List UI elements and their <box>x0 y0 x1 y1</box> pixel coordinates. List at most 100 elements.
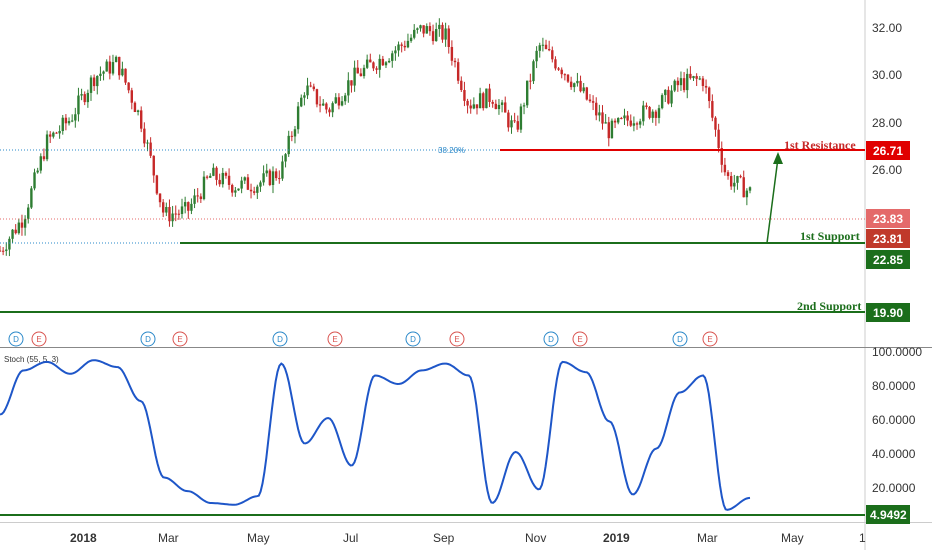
candle-body <box>353 67 356 86</box>
candle-body <box>350 80 353 86</box>
candle-body <box>281 161 284 179</box>
dividend-event-marker[interactable] <box>140 331 156 347</box>
candle-body <box>406 40 410 48</box>
candle-body <box>686 73 689 91</box>
last-price-badge-label: 23.83 <box>873 212 903 226</box>
dividend-event-marker[interactable] <box>672 331 688 347</box>
candle-body <box>729 176 733 187</box>
candle-body <box>187 202 190 211</box>
earnings-event-marker[interactable] <box>449 331 465 347</box>
candle-body <box>246 177 250 190</box>
candle-body <box>413 29 416 38</box>
candle-body <box>14 229 17 234</box>
candle-body <box>507 112 510 128</box>
time-axis[interactable]: 2018 Mar May Jul Sep Nov 2019 Mar May 1 <box>70 531 866 545</box>
dividend-event-marker[interactable] <box>543 331 559 347</box>
candle-body <box>485 88 488 109</box>
candle-body <box>240 180 243 189</box>
candle-body <box>114 56 118 63</box>
stoch-tick: 60.0000 <box>872 413 916 427</box>
candle-body <box>582 87 585 92</box>
candle-body <box>529 80 532 82</box>
candle-body <box>86 92 90 103</box>
candle-body <box>645 105 648 107</box>
candle-body <box>547 49 551 51</box>
candle-body <box>708 87 711 102</box>
earnings-event-marker[interactable] <box>572 331 588 347</box>
time-tick: 2019 <box>603 531 630 545</box>
candle-body <box>519 106 523 130</box>
candle-body <box>1 250 5 252</box>
candle-body <box>180 206 184 214</box>
candle-body <box>42 156 46 160</box>
stoch-axis[interactable]: 100.0000 80.0000 60.0000 40.0000 20.0000 <box>872 345 922 495</box>
candle-body <box>704 85 708 88</box>
earnings-event-marker[interactable] <box>702 331 718 347</box>
price-candles[interactable] <box>0 18 752 257</box>
candle-body <box>667 89 670 104</box>
candle-body <box>664 89 667 96</box>
candle-body <box>331 103 334 113</box>
candle-body <box>573 83 576 88</box>
candle-body <box>8 238 11 250</box>
stoch-tick: 80.0000 <box>872 379 916 393</box>
candle-body <box>359 73 363 77</box>
candle-body <box>500 102 504 105</box>
stoch-tick: 40.0000 <box>872 447 916 461</box>
candle-body <box>682 78 686 91</box>
candle-body <box>698 78 701 80</box>
candle-body <box>111 62 115 74</box>
candle-body <box>472 104 476 109</box>
candle-body <box>563 74 567 76</box>
candle-body <box>494 103 498 110</box>
candle-body <box>466 100 469 106</box>
price-tick: 26.00 <box>872 163 902 177</box>
current-price-badge <box>866 229 910 248</box>
candle-body <box>425 26 428 34</box>
candle-body <box>475 104 479 109</box>
earnings-event-marker[interactable] <box>172 331 188 347</box>
candle-body <box>27 207 30 219</box>
candle-body <box>369 59 372 63</box>
candle-body <box>642 105 645 122</box>
candle-body <box>428 26 432 32</box>
candle-body <box>566 74 570 82</box>
candle-body <box>274 171 278 179</box>
candle-body <box>613 120 617 123</box>
candle-body <box>397 44 400 51</box>
candle-body <box>271 171 275 186</box>
dividend-event-marker[interactable] <box>272 331 288 347</box>
dividend-event-marker[interactable] <box>405 331 421 347</box>
candle-body <box>394 50 397 54</box>
earnings-event-marker[interactable] <box>327 331 343 347</box>
support-2-price-badge-label: 19.90 <box>873 306 903 320</box>
candle-body <box>127 82 130 91</box>
candle-body <box>105 61 108 72</box>
price-axis[interactable]: 32.00 30.00 28.00 26.00 <box>872 21 902 177</box>
stoch-line[interactable] <box>0 359 751 511</box>
candle-body <box>146 142 149 144</box>
dividend-event-letter: D <box>277 335 283 344</box>
candle-body <box>651 111 654 118</box>
candle-body <box>312 86 316 90</box>
candle-body <box>20 222 24 228</box>
earnings-event-marker[interactable] <box>31 331 47 347</box>
candle-body <box>638 121 642 125</box>
candle-body <box>334 97 337 104</box>
earnings-event-letter: E <box>454 335 459 344</box>
candle-body <box>378 58 381 70</box>
candle-body <box>513 120 516 122</box>
candle-body <box>221 172 225 185</box>
projection-arrow-line[interactable] <box>766 157 779 244</box>
candle-body <box>679 78 683 86</box>
candle-body <box>284 154 287 162</box>
candle-body <box>177 213 181 215</box>
candle-body <box>30 188 33 208</box>
dividend-event-marker[interactable] <box>8 331 24 347</box>
candle-body <box>23 218 27 228</box>
candle-body <box>227 175 231 185</box>
stoch-value-badge-label: 4.9492 <box>870 508 907 522</box>
candle-body <box>306 85 309 96</box>
